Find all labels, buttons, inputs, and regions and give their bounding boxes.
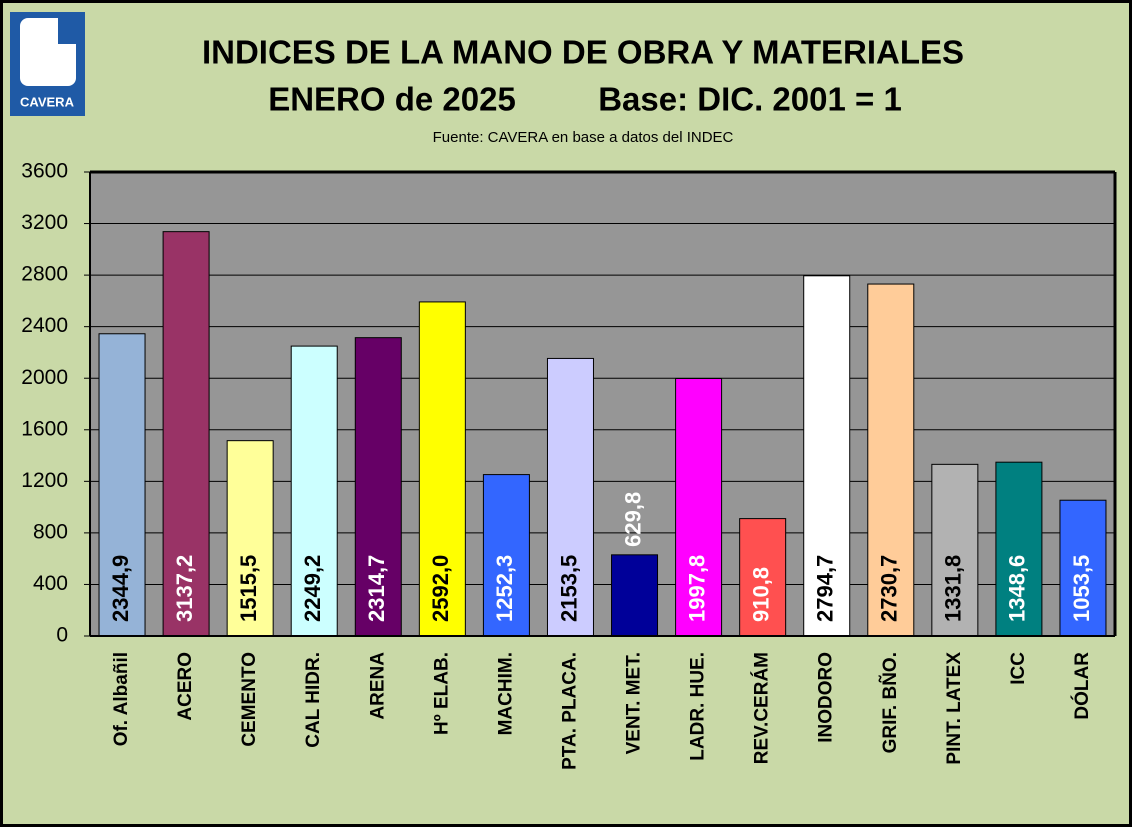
bar: [803, 275, 851, 637]
bar: [162, 231, 210, 637]
y-tick-label: 0: [56, 624, 68, 647]
value-label: 1348,6: [1005, 555, 1030, 622]
source: Fuente: CAVERA en base a datos del INDEC: [433, 129, 734, 146]
bar: [675, 378, 723, 637]
x-tick-label: ACERO: [175, 652, 196, 721]
bar: [482, 474, 530, 637]
y-tick-label: 2000: [21, 366, 68, 389]
value-label: 1331,8: [941, 555, 966, 622]
y-tick-label: 2400: [21, 314, 68, 337]
bar: [98, 333, 146, 637]
value-label: 629,8: [620, 492, 645, 547]
bar: [1059, 499, 1107, 637]
bar: [546, 357, 594, 637]
logo: CAVERA: [10, 12, 85, 116]
value-label: 1515,5: [236, 555, 261, 622]
y-tick-label: 3200: [21, 211, 68, 234]
x-tick-label: MACHIM.: [495, 652, 516, 735]
value-label: 2314,7: [364, 555, 389, 622]
bar: [931, 463, 979, 637]
chart-title: INDICES DE LA MANO DE OBRA Y MATERIALES: [202, 34, 964, 71]
x-tick-label: VENT. MET.: [624, 652, 645, 754]
x-tick-label: INODORO: [816, 652, 837, 743]
value-label: 2344,9: [108, 555, 133, 622]
x-tick-label: ARENA: [367, 652, 388, 720]
value-label: 3137,2: [172, 555, 197, 622]
x-tick-label: Of. Albañil: [111, 652, 132, 746]
x-tick-label: PINT. LATEX: [944, 652, 965, 765]
bar: [290, 345, 338, 637]
value-label: 2794,7: [813, 555, 838, 622]
subtitle: ENERO de 2025: [268, 81, 516, 118]
value-label: 1997,8: [684, 555, 709, 622]
subtitle: Base: DIC. 2001 = 1: [598, 81, 902, 118]
x-tick-label: Hº ELAB.: [431, 652, 452, 735]
value-label: 910,8: [748, 567, 773, 622]
y-tick-label: 800: [33, 520, 68, 543]
y-tick-label: 3600: [21, 160, 68, 183]
x-tick-label: CEMENTO: [239, 652, 260, 747]
x-tick-label: LADR. HUE.: [688, 652, 709, 761]
bar: [739, 518, 787, 637]
x-tick-label: PTA. PLACA.: [559, 652, 580, 770]
x-tick-label: GRIF. BÑO.: [879, 652, 901, 753]
y-tick-label: 1200: [21, 469, 68, 492]
x-tick-label: CAL HIDR.: [303, 652, 324, 748]
value-label: 2153,5: [556, 555, 581, 622]
bar: [995, 461, 1043, 637]
bar: [354, 337, 402, 637]
value-label: 2730,7: [877, 555, 902, 622]
bar: [418, 301, 466, 637]
value-label: 1053,5: [1069, 555, 1094, 622]
x-tick-label: DÓLAR: [1071, 652, 1093, 720]
y-tick-label: 1600: [21, 417, 68, 440]
value-label: 1252,3: [492, 555, 517, 622]
x-tick-label: ICC: [1008, 652, 1029, 685]
value-label: 2249,2: [300, 555, 325, 622]
x-tick-label: REV.CERÁM: [751, 652, 773, 764]
logo-text: CAVERA: [20, 94, 75, 109]
bar: [867, 283, 915, 637]
bar: [611, 554, 659, 637]
y-tick-label: 2800: [21, 263, 68, 286]
value-label: 2592,0: [428, 555, 453, 622]
y-tick-label: 400: [33, 572, 68, 595]
